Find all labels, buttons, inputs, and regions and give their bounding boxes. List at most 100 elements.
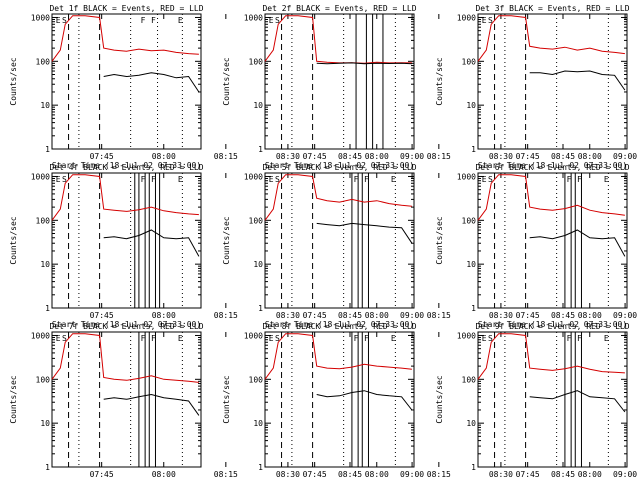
marker-label: E bbox=[604, 175, 609, 184]
panel-title: Det 6f BLACK = Events, RED = LLD bbox=[475, 163, 629, 172]
panel-title: Det 2f BLACK = Events, RED = LLD bbox=[262, 4, 416, 13]
marker-label: F bbox=[151, 16, 156, 25]
y-axis-label: Counts/sec bbox=[222, 375, 231, 423]
lld-series-line bbox=[478, 16, 625, 62]
events-series-line bbox=[317, 223, 412, 243]
marker-label: S bbox=[275, 175, 280, 184]
y-tick-label: 1 bbox=[471, 463, 476, 472]
marker-label: S bbox=[62, 16, 67, 25]
y-tick-label: 1000 bbox=[31, 172, 50, 181]
x-tick-label: 07:45 bbox=[303, 470, 327, 479]
x-tick-label: 08:00 bbox=[578, 311, 602, 320]
plot-frame bbox=[265, 14, 414, 149]
y-axis-label: Counts/sec bbox=[9, 216, 18, 264]
panel-title: Det 4f BLACK = Events, RED = LLD bbox=[49, 163, 203, 172]
marker-label: F bbox=[567, 175, 572, 184]
events-series-line bbox=[104, 73, 199, 92]
y-tick-label: 1 bbox=[471, 145, 476, 154]
x-tick-label: 08:15 bbox=[427, 152, 451, 161]
y-tick-label: 10 bbox=[253, 260, 263, 269]
x-tick-label: 08:45 bbox=[551, 152, 575, 161]
lld-series-line bbox=[52, 16, 199, 62]
plot-frame bbox=[52, 14, 201, 149]
x-tick-label: 07:45 bbox=[303, 311, 327, 320]
marker-label: S bbox=[275, 16, 280, 25]
x-tick-label: 09:00 bbox=[400, 311, 424, 320]
marker-label: E bbox=[269, 16, 274, 25]
detector-panel: Det 2f BLACK = Events, RED = LLD11010010… bbox=[222, 4, 637, 170]
panel-title: Det 9f BLACK = Events, RED = LLD bbox=[475, 322, 629, 331]
y-tick-label: 100 bbox=[249, 57, 264, 66]
marker-label: E bbox=[56, 175, 61, 184]
x-tick-label: 07:45 bbox=[516, 470, 540, 479]
marker-label: F bbox=[577, 175, 582, 184]
y-axis-label: Counts/sec bbox=[435, 375, 444, 423]
marker-label: E bbox=[178, 175, 183, 184]
marker-label: F bbox=[141, 16, 146, 25]
y-tick-label: 100 bbox=[36, 216, 51, 225]
panel-title: Det 5f BLACK = Events, RED = LLD bbox=[262, 163, 416, 172]
marker-label: F bbox=[151, 175, 156, 184]
plot-frame bbox=[478, 332, 627, 467]
x-tick-label: 08:30 bbox=[276, 470, 300, 479]
marker-label: F bbox=[364, 175, 369, 184]
y-tick-label: 10 bbox=[253, 101, 263, 110]
events-series-line bbox=[104, 395, 199, 416]
x-tick-label: 08:00 bbox=[578, 152, 602, 161]
y-tick-label: 10 bbox=[40, 419, 50, 428]
marker-label: E bbox=[56, 16, 61, 25]
x-tick-label: 09:00 bbox=[400, 152, 424, 161]
marker-label: F bbox=[567, 334, 572, 343]
x-tick-label: 07:45 bbox=[516, 152, 540, 161]
plot-frame bbox=[478, 173, 627, 308]
x-tick-label: 08:45 bbox=[551, 311, 575, 320]
y-tick-label: 10 bbox=[466, 419, 476, 428]
marker-label: F bbox=[141, 175, 146, 184]
y-tick-label: 1000 bbox=[244, 331, 263, 340]
x-tick-label: 08:00 bbox=[365, 152, 389, 161]
marker-label: F bbox=[354, 175, 359, 184]
events-series-line bbox=[530, 230, 625, 256]
marker-label: E bbox=[178, 16, 183, 25]
x-tick-label: 08:30 bbox=[489, 470, 513, 479]
y-tick-label: 10 bbox=[466, 101, 476, 110]
x-tick-label: 09:00 bbox=[613, 152, 637, 161]
marker-label: E bbox=[482, 334, 487, 343]
y-tick-label: 100 bbox=[36, 57, 51, 66]
y-tick-label: 100 bbox=[249, 375, 264, 384]
x-tick-label: 08:45 bbox=[338, 311, 362, 320]
marker-label: S bbox=[488, 334, 493, 343]
y-tick-label: 1000 bbox=[31, 331, 50, 340]
plot-frame bbox=[478, 14, 627, 149]
panel-title: Det 1f BLACK = Events, RED = LLD bbox=[49, 4, 203, 13]
marker-label: F bbox=[151, 334, 156, 343]
y-tick-label: 10 bbox=[466, 260, 476, 269]
detector-panel: Det 9f BLACK = Events, RED = LLD 1 10 100 10… bbox=[435, 322, 640, 480]
panel-title: Det 8f BLACK = Events, RED = LLD bbox=[262, 322, 416, 331]
panel-title: Det 3f BLACK = Events, RED = LLD bbox=[475, 4, 629, 13]
marker-label: E bbox=[391, 175, 396, 184]
marker-label: F bbox=[364, 334, 369, 343]
x-tick-label: 08:15 bbox=[214, 311, 238, 320]
lld-series-line bbox=[265, 175, 412, 221]
x-tick-label: 08:15 bbox=[214, 152, 238, 161]
x-tick-label: 08:00 bbox=[365, 311, 389, 320]
y-tick-label: 1 bbox=[258, 145, 263, 154]
y-tick-label: 1 bbox=[45, 304, 50, 313]
plot-frame bbox=[265, 332, 414, 467]
marker-label: E bbox=[269, 334, 274, 343]
marker-label: S bbox=[62, 334, 67, 343]
lld-series-line bbox=[265, 16, 412, 64]
y-tick-label: 1 bbox=[45, 463, 50, 472]
x-tick-label: 08:00 bbox=[152, 152, 176, 161]
marker-label: F bbox=[354, 334, 359, 343]
marker-label: S bbox=[488, 175, 493, 184]
x-tick-label: 08:00 bbox=[152, 311, 176, 320]
marker-label: F bbox=[577, 334, 582, 343]
x-tick-label: 07:45 bbox=[90, 152, 114, 161]
x-tick-label: 08:45 bbox=[338, 152, 362, 161]
y-tick-label: 1000 bbox=[457, 331, 476, 340]
y-tick-label: 100 bbox=[462, 57, 477, 66]
y-tick-label: 100 bbox=[462, 375, 477, 384]
